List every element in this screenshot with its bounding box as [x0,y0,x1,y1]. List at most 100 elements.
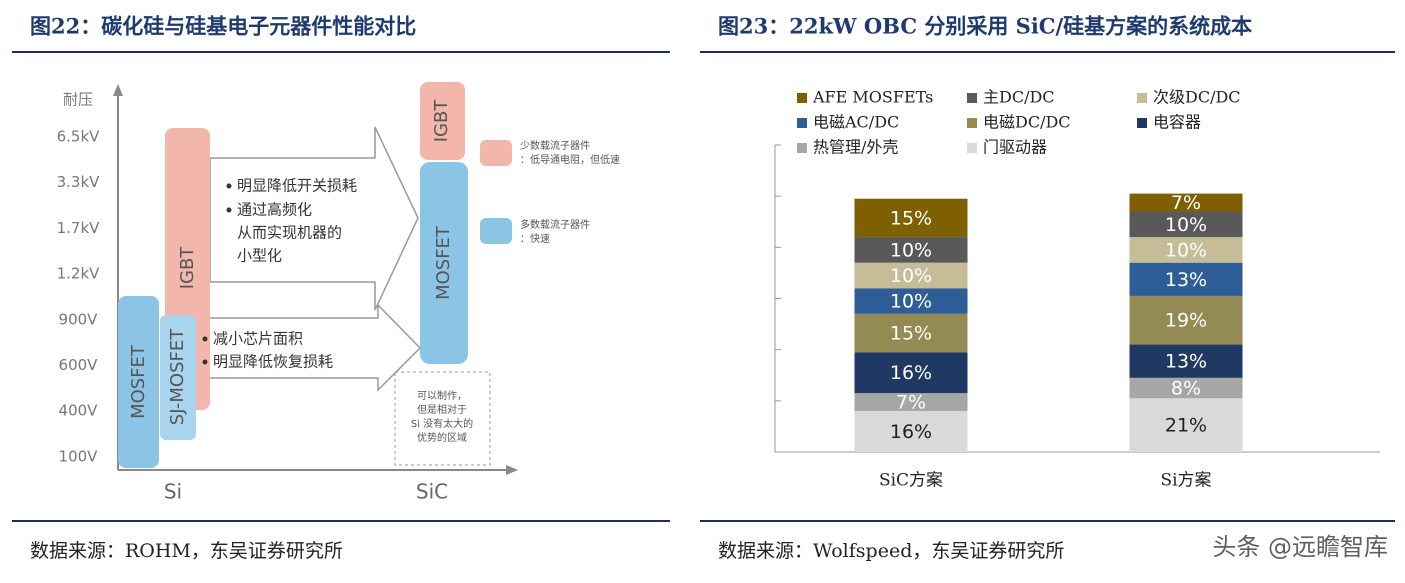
device-label: MOSFET [128,344,149,419]
legend-label: 次级DC/DC [1153,88,1241,107]
data-label: 19% [1165,310,1207,332]
data-label: 21% [1165,415,1207,437]
voltage-label: 900V [59,310,99,328]
data-label: 7% [1171,192,1201,214]
legend-swatch [967,118,977,128]
voltage-label: 1.2kV [57,265,101,283]
bar-segment [1129,377,1243,399]
bullet [226,183,232,189]
device-label: SJ-MOSFET [167,328,188,425]
x-tick-label: Si方案 [1160,471,1211,491]
bar-segment [1129,398,1243,452]
chart: AFE MOSFETs 主DC/DC 次级DC/DC 电磁AC/DC 电磁DC/DC 电容… [774,88,1380,491]
data-label: 10% [890,265,932,287]
voltage-label: 400V [59,402,99,420]
data-label: 13% [1165,269,1207,291]
bar-segment [854,313,968,353]
x-tick-label: SiC方案 [879,471,943,491]
voltage-label: 100V [59,447,99,465]
arrow-head [113,84,123,96]
device-label: IGBT [431,99,452,143]
data-label: 16% [890,362,932,384]
bar-segment [1129,295,1243,345]
note-text: 多数载流子器件 [520,218,590,231]
legend-swatch [1137,93,1147,103]
device-label: MOSFET [433,225,454,300]
legend-label: 电磁DC/DC [983,113,1071,132]
legend-label: 电容器 [1153,113,1201,132]
bar-segment [1129,262,1243,296]
note-swatch [480,140,512,166]
device-box [118,296,159,468]
arrow [209,126,419,311]
note-swatch [480,218,512,244]
bullet [202,336,208,342]
note-text: ：快速 [520,233,550,245]
bullet-text: 减小芯片面积 [213,330,303,348]
note-text: ：低导通电阻，但低速 [520,153,620,166]
figure-title: 图22：碳化硅与硅基电子元器件性能对比 [30,14,416,39]
bullet-text: 通过高频化 [237,201,312,219]
data-label: 16% [890,421,932,443]
x-label: Si [164,480,182,504]
device-label: IGBT [177,246,198,290]
bar-segment [854,393,968,412]
diagram: 耐压 6.5kV3.3kV1.7kV1.2kV900V600V400V100V … [57,82,620,504]
arrow-head [506,465,518,475]
bar-segment [854,352,968,394]
x-label: SiC [416,480,448,504]
data-label: 7% [896,392,926,414]
bar-segment [1129,193,1243,212]
data-label: 15% [890,207,932,229]
legend-swatch [797,143,807,153]
legend-swatch [797,93,807,103]
bullet [202,359,208,365]
bar-segment [1129,344,1243,378]
legend-swatch [1137,118,1147,128]
voltage-label: 6.5kV [57,128,101,146]
bullet-text: 明显降低恢复损耗 [213,353,333,371]
dashed-region [394,371,491,466]
region-text: 可以制作， [417,389,467,402]
watermark: 头条 @远瞻智库 [1212,533,1388,561]
legend-swatch [967,93,977,103]
arrow [197,303,422,392]
data-label: 13% [1165,351,1207,373]
bullet-text: 从而实现机器的 [237,224,342,242]
legend-label: 主DC/DC [983,88,1055,107]
data-label: 8% [1171,378,1201,400]
legend-label: AFE MOSFETs [812,88,933,107]
bar-segment [854,411,968,452]
region-text: 但是相对于 [417,403,467,416]
voltage-label: 3.3kV [57,173,101,191]
bar-segment [1129,211,1243,238]
legend-label: 电磁AC/DC [813,113,899,132]
device-box [160,315,196,440]
bar-segment [854,262,968,289]
legend-swatch [797,118,807,128]
source: 数据来源：ROHM，东吴证券研究所 [30,540,343,562]
bar-segment [854,198,968,238]
axis-label: 耐压 [63,91,93,109]
bullet-text: 明显降低开关损耗 [237,177,357,195]
source: 数据来源：Wolfspeed，东吴证券研究所 [718,540,1064,562]
bar-segment [854,288,968,314]
legend-label: 热管理/外壳 [813,138,898,157]
device-box [420,162,468,364]
data-label: 10% [1165,214,1207,236]
legend-label: 门驱动器 [983,138,1047,157]
voltage-label: 1.7kV [57,219,101,237]
region-text: Si 没有太大的 [411,417,473,430]
bar-segment [854,237,968,263]
data-label: 10% [1165,239,1207,261]
data-label: 15% [890,323,932,345]
bar-segment [1129,237,1243,263]
bullet [226,207,232,213]
region-text: 优势的区域 [417,431,467,444]
bullet-text: 小型化 [237,247,282,265]
voltage-label: 600V [59,356,99,374]
note-text: 少数载流子器件 [520,139,590,152]
figure-title: 图23：22kW OBC 分别采用 SiC/硅基方案的系统成本 [718,14,1252,39]
device-box [420,82,465,160]
